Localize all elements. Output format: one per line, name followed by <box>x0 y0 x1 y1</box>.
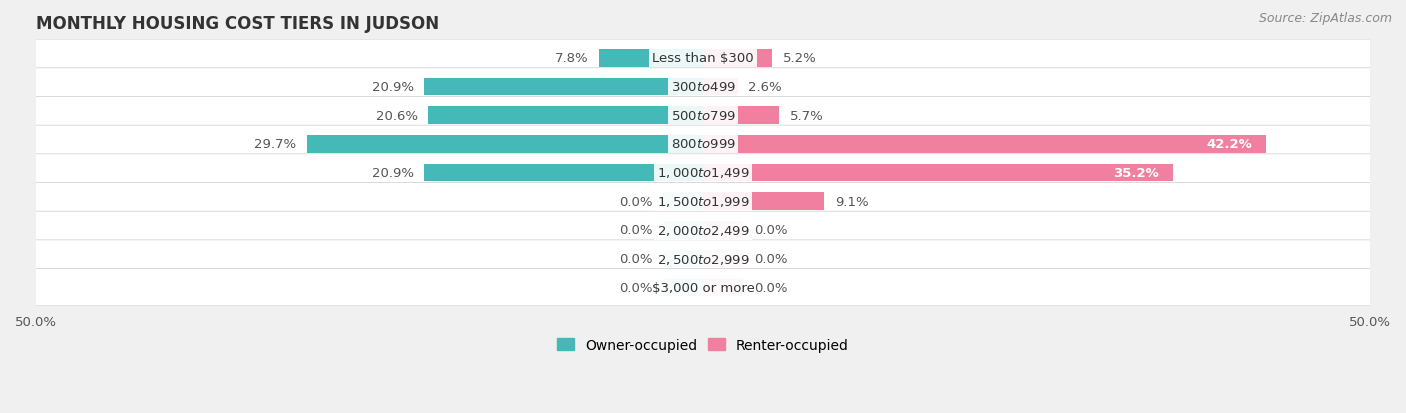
Text: 2.6%: 2.6% <box>748 81 782 94</box>
FancyBboxPatch shape <box>21 126 1385 163</box>
Text: 0.0%: 0.0% <box>619 252 652 266</box>
Text: $800 to $999: $800 to $999 <box>671 138 735 151</box>
Text: 5.7%: 5.7% <box>790 109 824 122</box>
Text: 7.8%: 7.8% <box>554 52 588 65</box>
Text: $500 to $799: $500 to $799 <box>671 109 735 122</box>
Bar <box>307 135 703 153</box>
Text: $300 to $499: $300 to $499 <box>671 81 735 94</box>
Bar <box>703 279 742 297</box>
Bar <box>429 107 703 125</box>
Bar <box>664 193 703 211</box>
FancyBboxPatch shape <box>21 240 1385 278</box>
FancyBboxPatch shape <box>21 97 1385 134</box>
FancyBboxPatch shape <box>21 154 1385 192</box>
Bar <box>703 135 1265 153</box>
Text: $2,500 to $2,999: $2,500 to $2,999 <box>657 252 749 266</box>
Text: 0.0%: 0.0% <box>619 195 652 208</box>
Text: 5.2%: 5.2% <box>783 52 817 65</box>
Bar <box>703 164 1173 182</box>
Text: MONTHLY HOUSING COST TIERS IN JUDSON: MONTHLY HOUSING COST TIERS IN JUDSON <box>37 15 439 33</box>
Text: 20.9%: 20.9% <box>371 166 413 180</box>
Text: $3,000 or more: $3,000 or more <box>651 281 755 294</box>
Bar <box>703 193 824 211</box>
FancyBboxPatch shape <box>21 40 1385 77</box>
Bar <box>703 50 772 67</box>
Text: 42.2%: 42.2% <box>1206 138 1253 151</box>
Bar <box>425 78 703 96</box>
Text: $1,000 to $1,499: $1,000 to $1,499 <box>657 166 749 180</box>
Text: 0.0%: 0.0% <box>754 281 787 294</box>
Text: 0.0%: 0.0% <box>754 252 787 266</box>
FancyBboxPatch shape <box>21 269 1385 306</box>
Text: $1,500 to $1,999: $1,500 to $1,999 <box>657 195 749 209</box>
Text: 0.0%: 0.0% <box>754 224 787 237</box>
FancyBboxPatch shape <box>21 183 1385 220</box>
Text: 9.1%: 9.1% <box>835 195 869 208</box>
Text: 0.0%: 0.0% <box>619 281 652 294</box>
Bar <box>664 221 703 239</box>
Bar <box>703 107 779 125</box>
Text: $2,000 to $2,499: $2,000 to $2,499 <box>657 223 749 237</box>
Bar <box>599 50 703 67</box>
Text: 20.6%: 20.6% <box>375 109 418 122</box>
Bar <box>703 221 742 239</box>
Text: Source: ZipAtlas.com: Source: ZipAtlas.com <box>1258 12 1392 25</box>
Text: 20.9%: 20.9% <box>371 81 413 94</box>
Bar <box>664 250 703 268</box>
FancyBboxPatch shape <box>21 212 1385 249</box>
Text: Less than $300: Less than $300 <box>652 52 754 65</box>
Bar <box>425 164 703 182</box>
Bar <box>703 78 738 96</box>
Text: 29.7%: 29.7% <box>254 138 297 151</box>
FancyBboxPatch shape <box>21 69 1385 106</box>
Legend: Owner-occupied, Renter-occupied: Owner-occupied, Renter-occupied <box>551 332 855 358</box>
Text: 35.2%: 35.2% <box>1114 166 1159 180</box>
Text: 0.0%: 0.0% <box>619 224 652 237</box>
Bar <box>664 279 703 297</box>
Bar <box>703 250 742 268</box>
